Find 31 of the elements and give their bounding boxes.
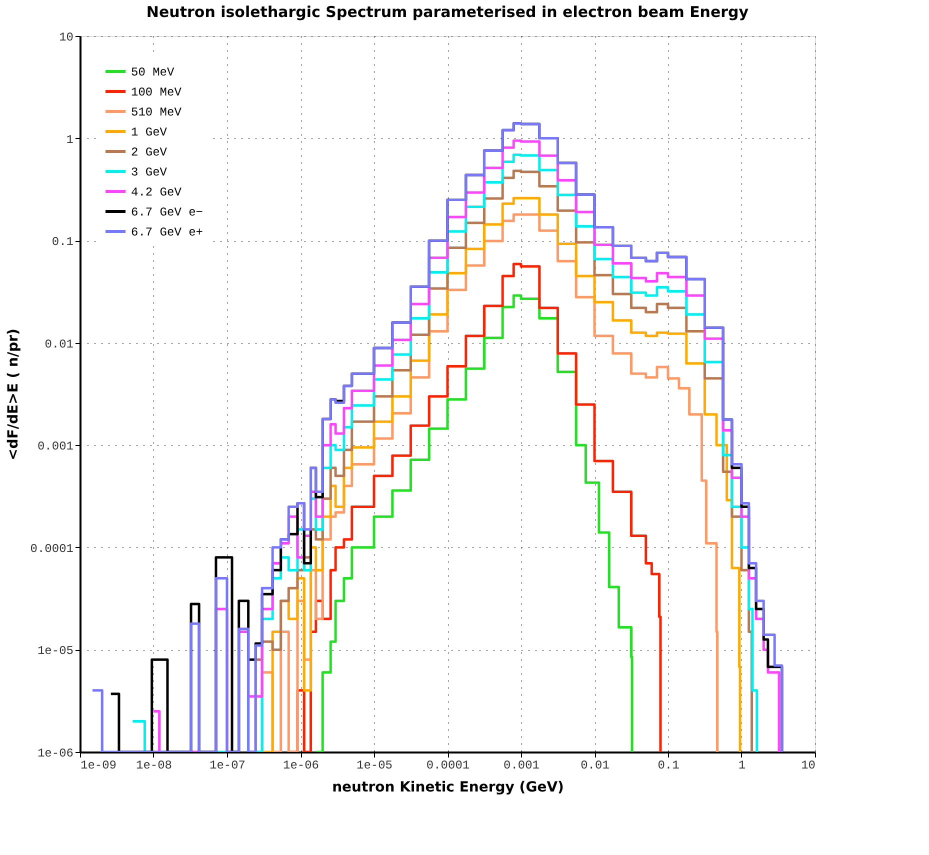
legend-label: 1 GeV <box>131 126 168 140</box>
x-tick-label: 1e-09 <box>80 758 117 772</box>
legend-label: 3 GeV <box>131 166 168 180</box>
legend-label: 100 MeV <box>131 86 182 100</box>
legend-label: 6.7 GeV e− <box>131 206 204 220</box>
chart-title: Neutron isolethargic Spectrum parameterised in electron beam Energy <box>146 3 749 21</box>
legend-label: 510 MeV <box>131 106 182 120</box>
legend-label: 2 GeV <box>131 146 168 160</box>
x-axis-title: neutron Kinetic Energy (GeV) <box>332 780 564 796</box>
y-tick-label: 1 <box>66 132 74 147</box>
x-tick-label: 0.1 <box>658 758 680 772</box>
y-tick-label: 10 <box>59 30 74 44</box>
legend-label: 4.2 GeV <box>131 186 182 200</box>
x-tick-label: 0.01 <box>580 758 610 772</box>
x-tick-label: 1e-05 <box>356 758 393 772</box>
x-tick-label: 1 <box>738 758 746 772</box>
x-tick-label: 1e-06 <box>282 758 320 772</box>
legend-label: 50 MeV <box>131 66 176 80</box>
y-tick-label: 1e-05 <box>37 644 74 658</box>
x-tick-label: 0.0001 <box>426 758 470 772</box>
x-tick-label: 10 <box>801 758 816 772</box>
y-tick-label: 0.001 <box>37 440 74 454</box>
legend-label: 6.7 GeV e+ <box>131 226 204 240</box>
x-tick-label: 1e-07 <box>209 758 246 772</box>
y-tick-label: 0.01 <box>44 337 74 352</box>
y-tick-label: 0.0001 <box>30 542 74 556</box>
y-axis-title: <dF/dE>E ( n/pr) <box>5 328 22 460</box>
x-tick-label: 1e-08 <box>136 758 172 772</box>
y-tick-label: 1e-06 <box>37 746 74 760</box>
x-tick-label: 0.001 <box>503 758 540 772</box>
y-tick-label: 0.1 <box>52 235 74 250</box>
